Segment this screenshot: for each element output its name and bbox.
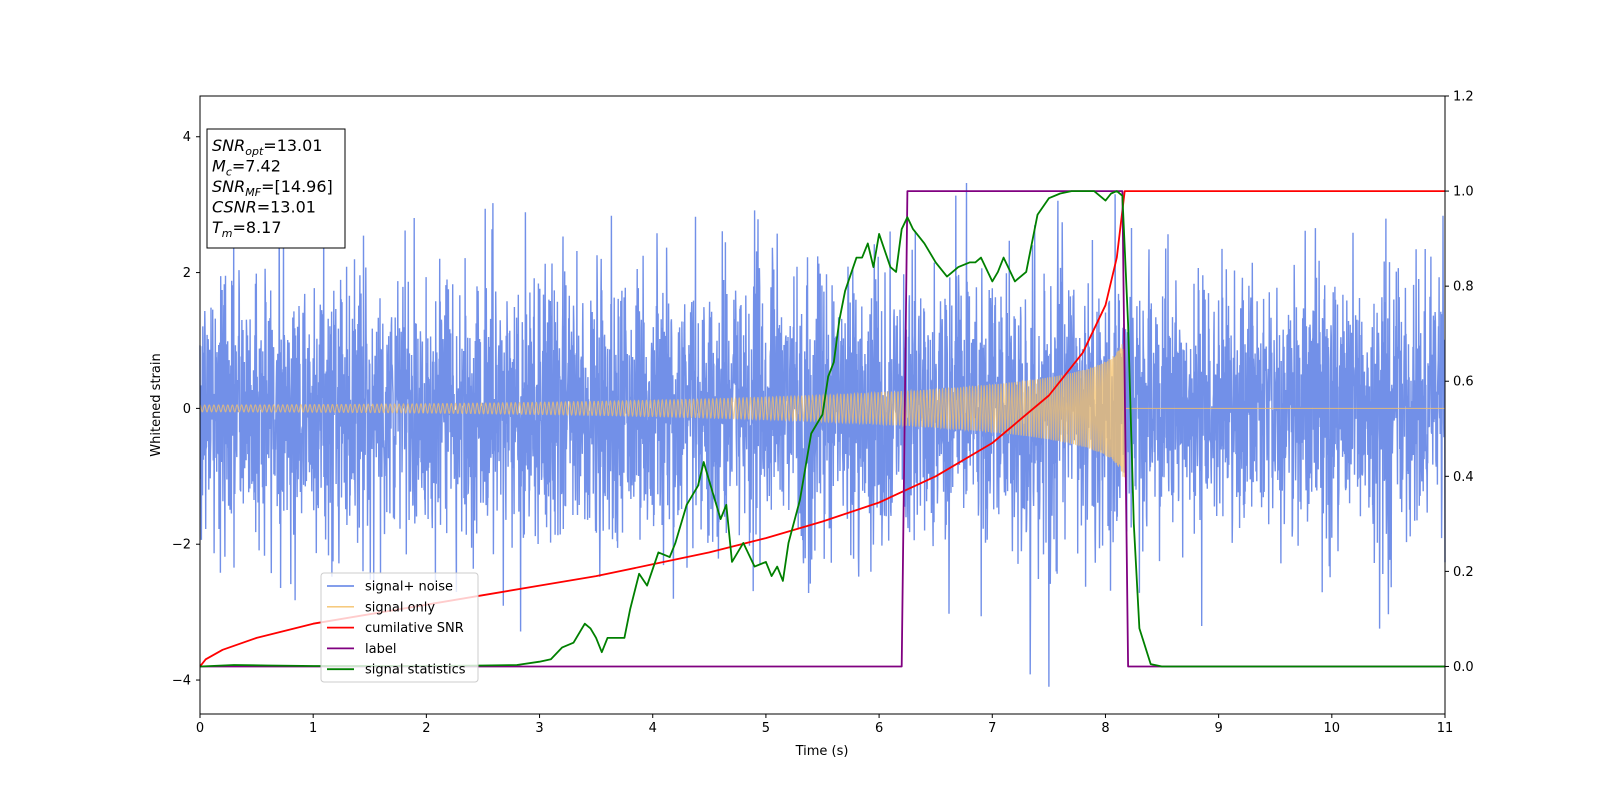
signal-noise-line [199, 182, 1446, 687]
x-tick-label: 0 [196, 721, 204, 736]
cumilative-snr-line [199, 190, 1445, 668]
y2-tick-label: 1.2 [1453, 90, 1474, 105]
y-tick-label: −2 [172, 538, 191, 553]
y-tick-label: 4 [183, 130, 191, 145]
legend-label: signal only [365, 600, 435, 615]
y2-tick-label: 1.0 [1453, 185, 1474, 200]
x-tick-label: 10 [1324, 721, 1341, 736]
y2-tick-label: 0.6 [1453, 375, 1474, 390]
y-tick-label: 2 [183, 266, 191, 281]
x-tick-label: 5 [762, 721, 770, 736]
legend-label: label [365, 642, 396, 657]
annotation-box: SNRopt=13.01Mc=7.42SNRMF=[14.96]CSNR=13.… [206, 128, 346, 249]
signal-only-line [199, 331, 1445, 478]
signal-only-series [199, 331, 1445, 478]
annotation-line: SNRMF=[14.96] [212, 177, 333, 199]
legend: signal+ noise signal only cumilative SNR la… [320, 572, 479, 683]
x-tick-label: 3 [535, 721, 543, 736]
annotation-line: CSNR=13.01 [212, 198, 316, 217]
right-axis-series [199, 190, 1445, 668]
x-tick-label: 6 [875, 721, 883, 736]
signal-noise-series [199, 182, 1446, 687]
legend-label: signal+ noise [365, 580, 453, 595]
signal-statistics-line [199, 190, 1445, 668]
legend-frame [320, 572, 479, 683]
x-tick-label: 7 [988, 721, 996, 736]
x-tick-label: 2 [422, 721, 430, 736]
x-axis-ticks: 0 1 2 3 4 5 6 7 8 9 10 11 [196, 714, 1453, 736]
y2-tick-label: 0.4 [1453, 470, 1474, 485]
x-tick-label: 11 [1437, 721, 1454, 736]
x-tick-label: 8 [1101, 721, 1109, 736]
annotation-line: Mc=7.42 [212, 157, 281, 179]
y2-tick-label: 0.2 [1453, 565, 1474, 580]
plot-frame [199, 95, 1446, 715]
annotation-line: Tm=8.17 [212, 218, 282, 240]
y-tick-label: 0 [183, 402, 191, 417]
legend-label: signal statistics [365, 663, 466, 678]
legend-label: cumilative SNR [365, 621, 464, 636]
x-axis-label: Time (s) [795, 744, 849, 759]
y2-tick-label: 0.8 [1453, 280, 1474, 295]
y-tick-label: −4 [172, 674, 191, 689]
x-tick-label: 1 [309, 721, 317, 736]
x-tick-label: 4 [649, 721, 657, 736]
x-tick-label: 9 [1214, 721, 1222, 736]
annotation-line: SNRopt=13.01 [212, 136, 323, 158]
y-axis-label: Whitened strain [149, 353, 164, 456]
annotation-box-frame [206, 128, 346, 249]
y-right-axis-ticks: 0.0 0.2 0.4 0.6 0.8 1.0 1.2 [1445, 90, 1474, 675]
y2-tick-label: 0.0 [1453, 660, 1474, 675]
y-left-axis-ticks: −4 −2 0 2 4 [172, 130, 200, 689]
